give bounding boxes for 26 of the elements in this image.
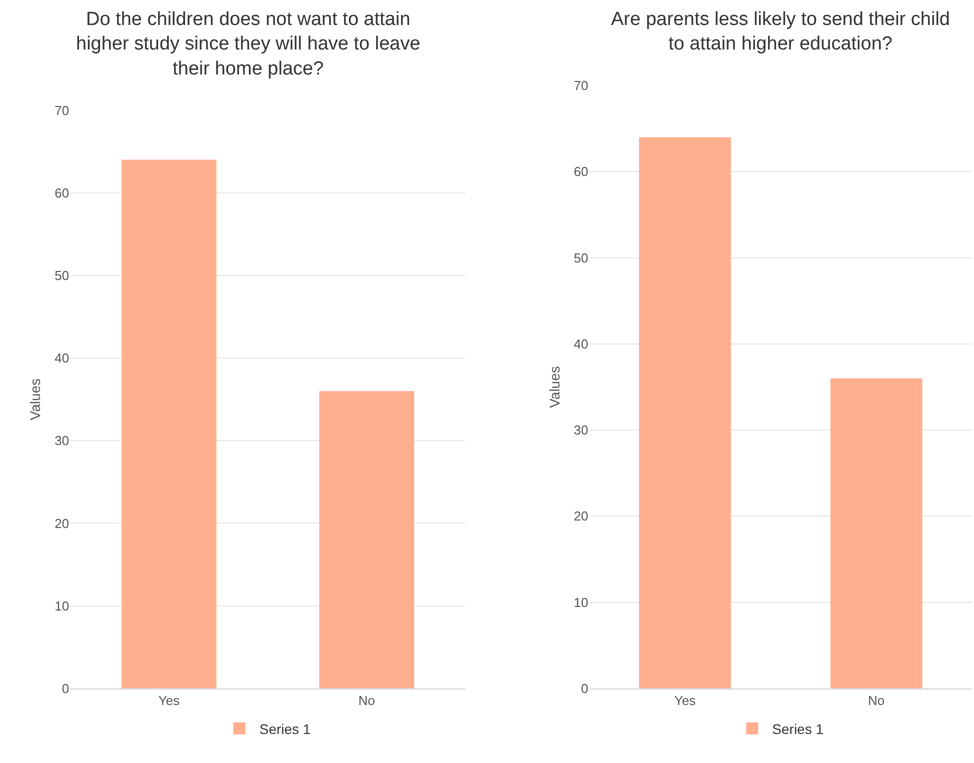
y-tick-label: 70 — [54, 102, 70, 118]
y-tick-label: 70 — [574, 78, 588, 94]
y-tick-label: 0 — [62, 680, 70, 696]
y-tick-label: 20 — [574, 508, 588, 524]
legend-label: Series 1 — [772, 720, 824, 737]
y-axis-title: Values — [546, 366, 562, 408]
y-tick-label: 50 — [574, 250, 588, 266]
y-tick-label: 30 — [574, 422, 588, 438]
chart-title: Do the children does not want to attain higher study since they will have to leave their home place? — [76, 9, 420, 80]
x-tick-label: No — [358, 693, 376, 708]
y-tick-label: 10 — [54, 598, 70, 614]
chart-title: Are parents less likely to send their child to attain higher education? — [611, 9, 950, 55]
y-tick-label: 50 — [54, 268, 70, 283]
y-tick-label: 40 — [54, 350, 70, 366]
legend-label: Series 1 — [259, 720, 311, 737]
y-tick-label: 40 — [574, 336, 588, 352]
x-tick-label: No — [868, 693, 885, 708]
y-tick-label: 60 — [574, 164, 588, 180]
y-tick-label: 10 — [574, 594, 588, 610]
y-axis-title: Values — [27, 378, 44, 420]
x-tick-label: Yes — [674, 693, 696, 708]
y-tick-label: 60 — [54, 185, 70, 200]
x-tick-label: Yes — [158, 693, 180, 708]
y-tick-label: 0 — [581, 680, 588, 696]
y-tick-label: 30 — [54, 433, 70, 448]
y-tick-label: 20 — [54, 516, 70, 531]
